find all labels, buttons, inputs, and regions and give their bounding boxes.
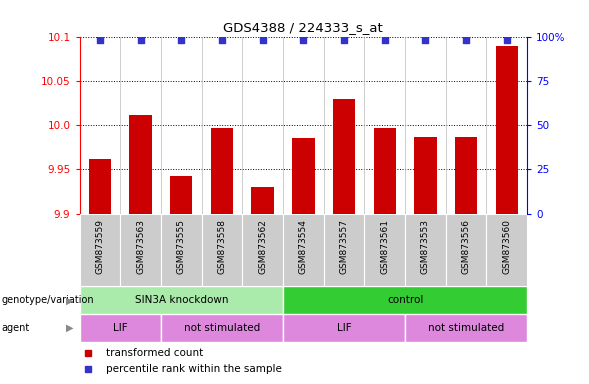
Bar <box>89 159 111 214</box>
Bar <box>252 187 274 214</box>
Text: agent: agent <box>1 323 29 333</box>
Bar <box>80 214 120 286</box>
Text: not stimulated: not stimulated <box>428 323 504 333</box>
Bar <box>242 214 283 286</box>
Bar <box>161 214 201 286</box>
Text: LIF: LIF <box>113 323 128 333</box>
Point <box>177 37 186 43</box>
Bar <box>170 176 193 214</box>
Point <box>136 37 145 43</box>
Point <box>339 37 349 43</box>
Bar <box>414 137 436 214</box>
Text: GSM873559: GSM873559 <box>95 219 104 274</box>
Text: ▶: ▶ <box>66 323 74 333</box>
Bar <box>130 114 152 214</box>
Bar <box>365 214 405 286</box>
Text: transformed count: transformed count <box>107 348 204 358</box>
Bar <box>201 214 242 286</box>
Point <box>461 37 471 43</box>
Title: GDS4388 / 224333_s_at: GDS4388 / 224333_s_at <box>223 21 383 34</box>
Bar <box>405 314 527 342</box>
Bar <box>80 286 283 314</box>
Bar <box>495 46 518 214</box>
Point <box>217 37 227 43</box>
Bar <box>283 286 527 314</box>
Bar <box>120 214 161 286</box>
Text: genotype/variation: genotype/variation <box>1 295 94 305</box>
Bar <box>283 214 324 286</box>
Bar <box>211 128 233 214</box>
Point <box>421 37 430 43</box>
Bar <box>283 314 405 342</box>
Bar <box>292 138 315 214</box>
Point <box>258 37 267 43</box>
Bar <box>161 314 283 342</box>
Text: control: control <box>387 295 423 305</box>
Text: GSM873556: GSM873556 <box>462 219 471 274</box>
Bar <box>487 214 527 286</box>
Bar <box>455 137 477 214</box>
Text: LIF: LIF <box>337 323 352 333</box>
Bar <box>324 214 365 286</box>
Text: GSM873555: GSM873555 <box>177 219 186 274</box>
Text: GSM873558: GSM873558 <box>217 219 226 274</box>
Point <box>502 37 511 43</box>
Bar <box>333 99 355 214</box>
Text: SIN3A knockdown: SIN3A knockdown <box>134 295 228 305</box>
Text: not stimulated: not stimulated <box>184 323 260 333</box>
Text: GSM873560: GSM873560 <box>502 219 511 274</box>
Point <box>95 37 105 43</box>
Text: ▶: ▶ <box>66 295 74 305</box>
Bar <box>405 214 446 286</box>
Text: GSM873554: GSM873554 <box>299 219 308 274</box>
Text: percentile rank within the sample: percentile rank within the sample <box>107 364 282 374</box>
Bar <box>446 214 487 286</box>
Text: GSM873561: GSM873561 <box>380 219 389 274</box>
Text: GSM873553: GSM873553 <box>421 219 430 274</box>
Text: GSM873557: GSM873557 <box>339 219 349 274</box>
Text: GSM873562: GSM873562 <box>258 219 267 274</box>
Point <box>380 37 389 43</box>
Point <box>299 37 308 43</box>
Bar <box>373 128 396 214</box>
Text: GSM873563: GSM873563 <box>136 219 145 274</box>
Bar <box>80 314 161 342</box>
